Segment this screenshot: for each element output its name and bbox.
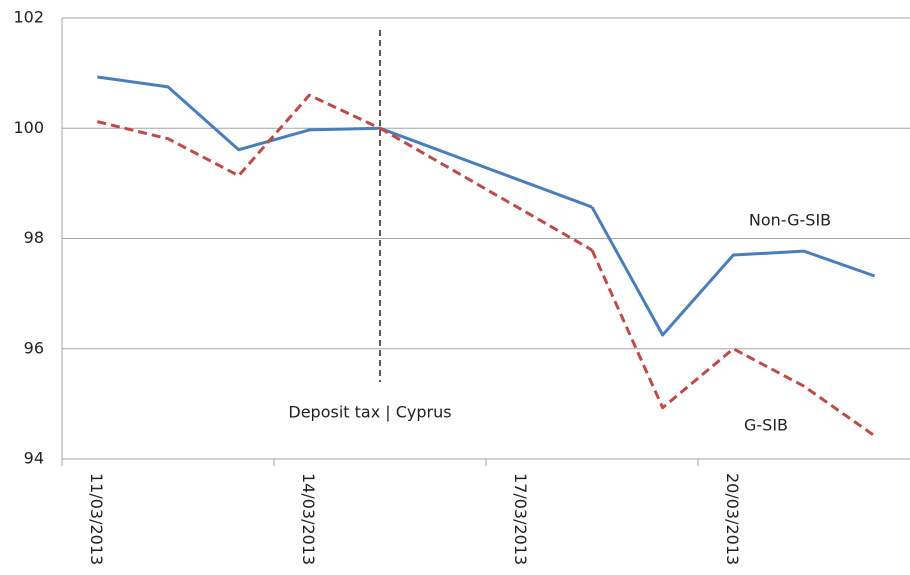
y-tick-label: 98: [24, 228, 44, 247]
y-tick-label: 96: [24, 338, 44, 357]
series-bridge: [379, 126, 593, 252]
series-bridge: [379, 126, 593, 209]
series-label: G-SIB: [744, 416, 788, 435]
series-line: [96, 93, 876, 438]
y-tick-label: 94: [24, 449, 44, 468]
x-tick-label: 14/03/2013: [299, 473, 318, 565]
y-tick-label: 100: [13, 118, 44, 137]
x-tick-label: 17/03/2013: [511, 473, 530, 565]
x-tick-label: 11/03/2013: [87, 473, 106, 565]
series-line: [97, 75, 876, 337]
x-tick-label: 20/03/2013: [723, 473, 742, 565]
series-label: Non-G-SIB: [749, 211, 831, 230]
y-tick-label: 102: [13, 8, 44, 27]
annotation: Deposit tax | Cyprus: [288, 403, 451, 422]
